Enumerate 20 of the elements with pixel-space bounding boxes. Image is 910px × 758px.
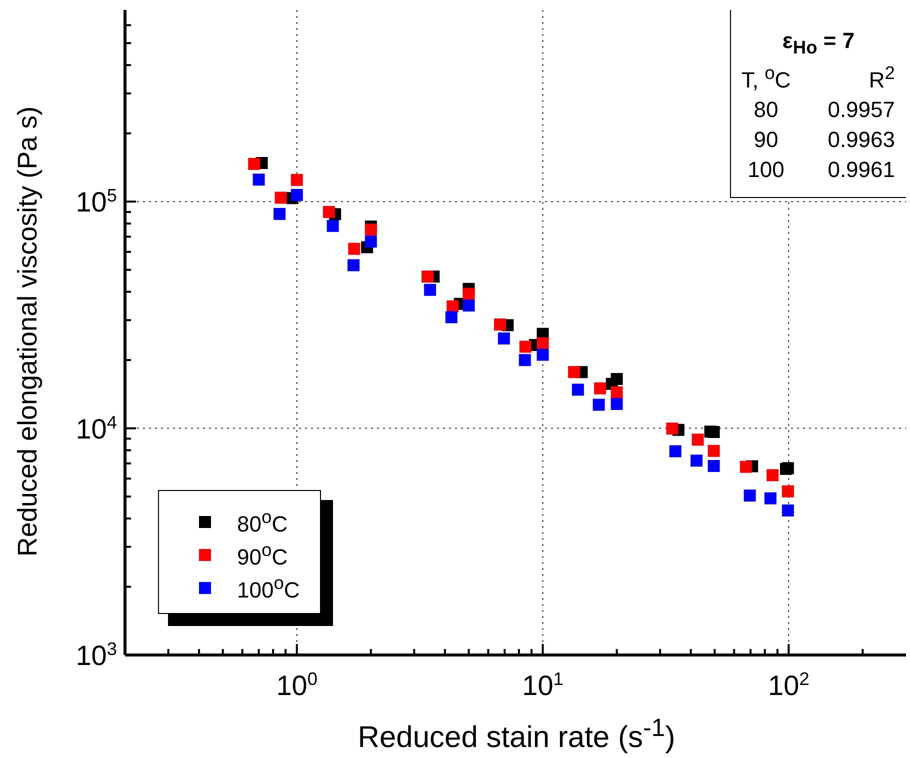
annotation: ε$_{Ho}$ = 7 [781, 28, 856, 60]
annotation: 80 [752, 97, 780, 124]
annotation: 100 [746, 157, 786, 184]
x-tick-label: 10$^{2}$ [768, 669, 810, 701]
legend-label: 90$^{o}$C [237, 538, 288, 570]
legend-label: 80$^{o}$C [237, 506, 288, 538]
y-tick-label: 10$^{4}$ [76, 412, 117, 444]
x-tick-label: 10$^{1}$ [522, 669, 564, 701]
annotation: T, $^{o}$C [740, 62, 792, 94]
x-tick-label: 10$^{0}$ [276, 669, 318, 701]
x-axis-title: Reduced stain rate (s$^{-1}$) [356, 714, 676, 755]
annotation: 0.9961 [826, 157, 896, 184]
y-tick-label: 10$^{3}$ [76, 639, 117, 671]
annotation: 0.9963 [826, 127, 896, 154]
annotation: R$^{2}$ [868, 62, 896, 94]
y-tick-label: 10$^{5}$ [76, 186, 117, 218]
annotation: 90 [752, 127, 780, 154]
y-axis-title: Reduced elongational viscosity (Pa s) [12, 106, 44, 557]
annotation: 0.9957 [826, 97, 896, 124]
legend-label: 100$^{o}$C [237, 572, 300, 604]
